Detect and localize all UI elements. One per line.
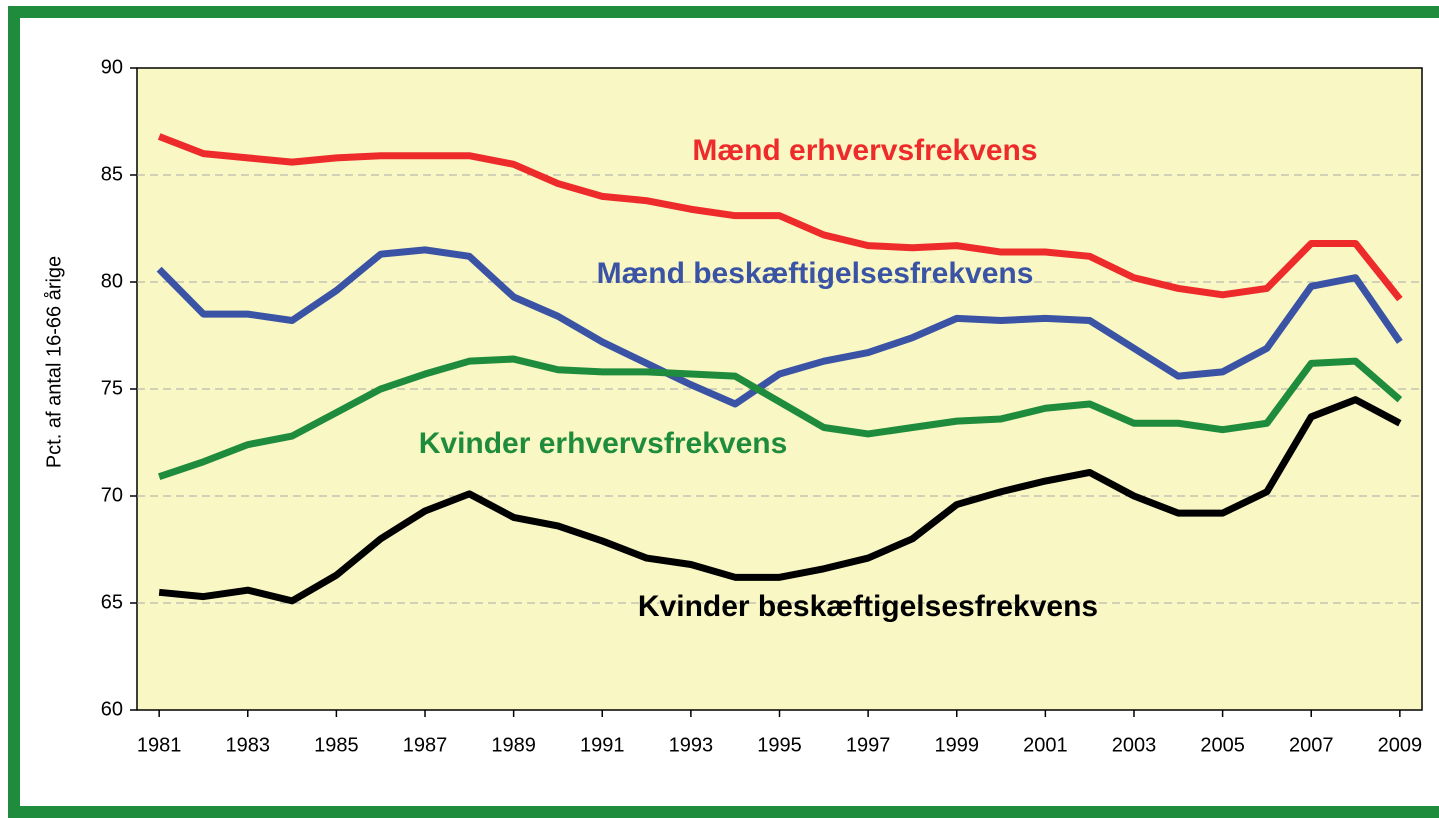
y-axis-label: Pct. af antal 16-66 årige: [43, 256, 65, 468]
series-label: Mænd beskæftigelsesfrekvens: [597, 257, 1034, 290]
x-tick-label: 1995: [757, 734, 802, 756]
x-tick-label: 2001: [1023, 734, 1068, 756]
series-label: Kvinder beskæftigelsesfrekvens: [638, 590, 1098, 623]
series-line: [158, 396, 1402, 605]
x-tick-label: 1989: [491, 734, 536, 756]
x-tick-label: 2005: [1200, 734, 1245, 756]
x-tick-label: 1985: [314, 734, 359, 756]
series-label: Mænd erhvervsfrekvens: [692, 134, 1037, 167]
series-label: Kvinder erhvervsfrekvens: [419, 427, 788, 460]
y-tick-label: 85: [101, 163, 123, 185]
y-tick-label: 70: [101, 484, 123, 506]
y-tick-label: 65: [101, 591, 123, 613]
x-tick-label: 2007: [1289, 734, 1334, 756]
y-tick-label: 60: [101, 698, 123, 720]
series-line: [157, 133, 1403, 302]
x-tick-label: 1981: [137, 734, 182, 756]
x-tick-label: 1983: [226, 734, 271, 756]
x-tick-label: 1987: [403, 734, 448, 756]
y-tick-label: 90: [101, 56, 123, 78]
y-tick-label: 75: [101, 377, 123, 399]
x-tick-label: 1999: [934, 734, 979, 756]
x-tick-label: 2009: [1378, 734, 1423, 756]
y-tick-label: 80: [101, 270, 123, 292]
x-tick-label: 1993: [669, 734, 714, 756]
x-tick-label: 1991: [580, 734, 625, 756]
x-tick-label: 1997: [846, 734, 891, 756]
series-line: [156, 246, 1403, 408]
x-tick-label: 2003: [1112, 734, 1157, 756]
series-line: [158, 355, 1403, 481]
